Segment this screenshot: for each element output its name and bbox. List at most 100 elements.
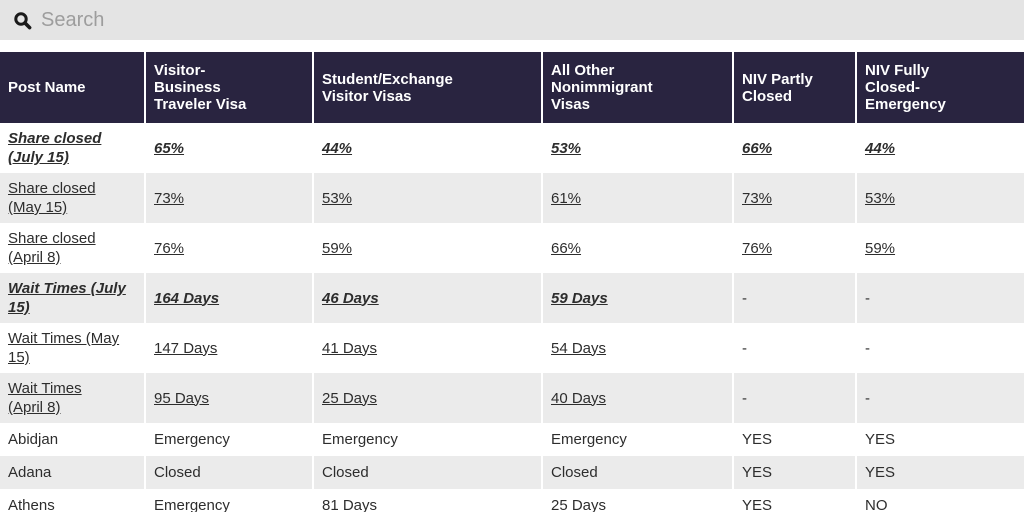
row-label-cell: Share closed (April 8) <box>0 223 146 273</box>
data-cell: Closed <box>543 456 734 489</box>
data-cell: - <box>734 323 857 373</box>
value-link[interactable]: 53% <box>865 189 896 207</box>
row-label-link[interactable]: Wait Times (May 15) <box>8 330 120 366</box>
data-cell: 76% <box>734 223 857 273</box>
row-label-cell: Athens <box>0 489 146 512</box>
data-cell: Closed <box>146 456 314 489</box>
data-cell: - <box>734 373 857 423</box>
table-row: Adana Closed Closed Closed YES YES <box>0 456 1024 489</box>
value-link[interactable]: 54 Days <box>551 339 607 357</box>
data-cell: Emergency <box>543 423 734 456</box>
column-header-5[interactable]: NIV Fully Closed- Emergency <box>857 52 1024 123</box>
value-link[interactable]: 73% <box>742 189 773 207</box>
column-header-1[interactable]: Visitor- Business Traveler Visa <box>146 52 314 123</box>
data-cell: 65% <box>146 123 314 173</box>
value-link[interactable]: 41 Days <box>322 339 378 357</box>
data-cell: 73% <box>146 173 314 223</box>
data-cell: 147 Days <box>146 323 314 373</box>
data-cell: 81 Days <box>314 489 543 512</box>
row-label-link[interactable]: Share closed (May 15) <box>8 180 96 216</box>
data-cell: 46 Days <box>314 273 543 323</box>
value-link[interactable]: 76% <box>154 239 185 257</box>
value-link[interactable]: 61% <box>551 189 582 207</box>
data-cell: - <box>734 273 857 323</box>
data-cell: Emergency <box>146 423 314 456</box>
search-icon <box>13 11 32 30</box>
value-link[interactable]: 53% <box>322 189 353 207</box>
data-cell: 66% <box>543 223 734 273</box>
data-cell: 95 Days <box>146 373 314 423</box>
row-label-link[interactable]: Share closed (April 8) <box>8 230 96 266</box>
data-cell: 61% <box>543 173 734 223</box>
value-link[interactable]: 44% <box>322 139 353 157</box>
column-header-3[interactable]: All Other Nonimmigrant Visas <box>543 52 734 123</box>
data-cell: 164 Days <box>146 273 314 323</box>
table-header-row: Post Name Visitor- Business Traveler Visa… <box>0 52 1024 123</box>
visa-status-table: Post Name Visitor- Business Traveler Visa… <box>0 52 1024 512</box>
data-cell: YES <box>734 489 857 512</box>
search-input[interactable] <box>41 8 1014 32</box>
data-cell: 53% <box>857 173 1024 223</box>
row-label-link[interactable]: Wait Times (April 8) <box>8 380 82 416</box>
row-label-cell: Wait Times (April 8) <box>0 373 146 423</box>
value-link[interactable]: 65% <box>154 139 185 157</box>
column-header-4[interactable]: NIV Partly Closed <box>734 52 857 123</box>
table-row: Share closed (April 8) 76% 59% 66% 76% 59% <box>0 223 1024 273</box>
table-row: Share closed (May 15) 73% 53% 61% 73% 53% <box>0 173 1024 223</box>
value-link[interactable]: 95 Days <box>154 389 210 407</box>
data-cell: 41 Days <box>314 323 543 373</box>
value-link[interactable]: 59% <box>322 239 353 257</box>
data-cell: 59 Days <box>543 273 734 323</box>
row-label-cell: Adana <box>0 456 146 489</box>
table-row: Athens Emergency 81 Days 25 Days YES NO <box>0 489 1024 512</box>
column-header-2[interactable]: Student/Exchange Visitor Visas <box>314 52 543 123</box>
table-row: Wait Times (July 15) 164 Days 46 Days 59 Da… <box>0 273 1024 323</box>
data-cell: Closed <box>314 456 543 489</box>
data-cell: - <box>857 273 1024 323</box>
data-cell: 53% <box>543 123 734 173</box>
row-label-cell: Share closed (May 15) <box>0 173 146 223</box>
data-cell: 44% <box>857 123 1024 173</box>
table-row: Wait Times (April 8) 95 Days 25 Days 40 Day… <box>0 373 1024 423</box>
data-cell: 59% <box>857 223 1024 273</box>
value-link[interactable]: 59% <box>865 239 896 257</box>
data-cell: YES <box>734 423 857 456</box>
table-row: Wait Times (May 15) 147 Days 41 Days 54 Day… <box>0 323 1024 373</box>
row-label-cell: Abidjan <box>0 423 146 456</box>
data-cell: YES <box>857 456 1024 489</box>
value-link[interactable]: 76% <box>742 239 773 257</box>
value-link[interactable]: 147 Days <box>154 339 218 357</box>
value-link[interactable]: 44% <box>865 139 896 157</box>
value-link[interactable]: 25 Days <box>322 389 378 407</box>
data-cell: Emergency <box>314 423 543 456</box>
row-label-cell: Wait Times (May 15) <box>0 323 146 373</box>
value-link[interactable]: 66% <box>742 139 773 157</box>
value-link[interactable]: 66% <box>551 239 582 257</box>
value-link[interactable]: 46 Days <box>322 289 379 307</box>
value-link[interactable]: 73% <box>154 189 185 207</box>
table-row: Abidjan Emergency Emergency Emergency YES YES <box>0 423 1024 456</box>
data-cell: 59% <box>314 223 543 273</box>
row-label-link[interactable]: Wait Times (July 15) <box>8 280 126 316</box>
data-cell: - <box>857 373 1024 423</box>
data-cell: 54 Days <box>543 323 734 373</box>
value-link[interactable]: 59 Days <box>551 289 608 307</box>
data-cell: 73% <box>734 173 857 223</box>
data-cell: 25 Days <box>543 489 734 512</box>
value-link[interactable]: 53% <box>551 139 582 157</box>
data-cell: NO <box>857 489 1024 512</box>
data-cell: 66% <box>734 123 857 173</box>
data-cell: 44% <box>314 123 543 173</box>
table-row: Share closed (July 15) 65% 44% 53% 66% 44% <box>0 123 1024 173</box>
spacer <box>0 40 1024 52</box>
data-cell: - <box>857 323 1024 373</box>
data-cell: 40 Days <box>543 373 734 423</box>
data-cell: Emergency <box>146 489 314 512</box>
row-label-cell: Share closed (July 15) <box>0 123 146 173</box>
value-link[interactable]: 40 Days <box>551 389 607 407</box>
column-header-0[interactable]: Post Name <box>0 52 146 123</box>
row-label-cell: Wait Times (July 15) <box>0 273 146 323</box>
data-cell: 76% <box>146 223 314 273</box>
value-link[interactable]: 164 Days <box>154 289 220 307</box>
row-label-link[interactable]: Share closed (July 15) <box>8 130 102 166</box>
